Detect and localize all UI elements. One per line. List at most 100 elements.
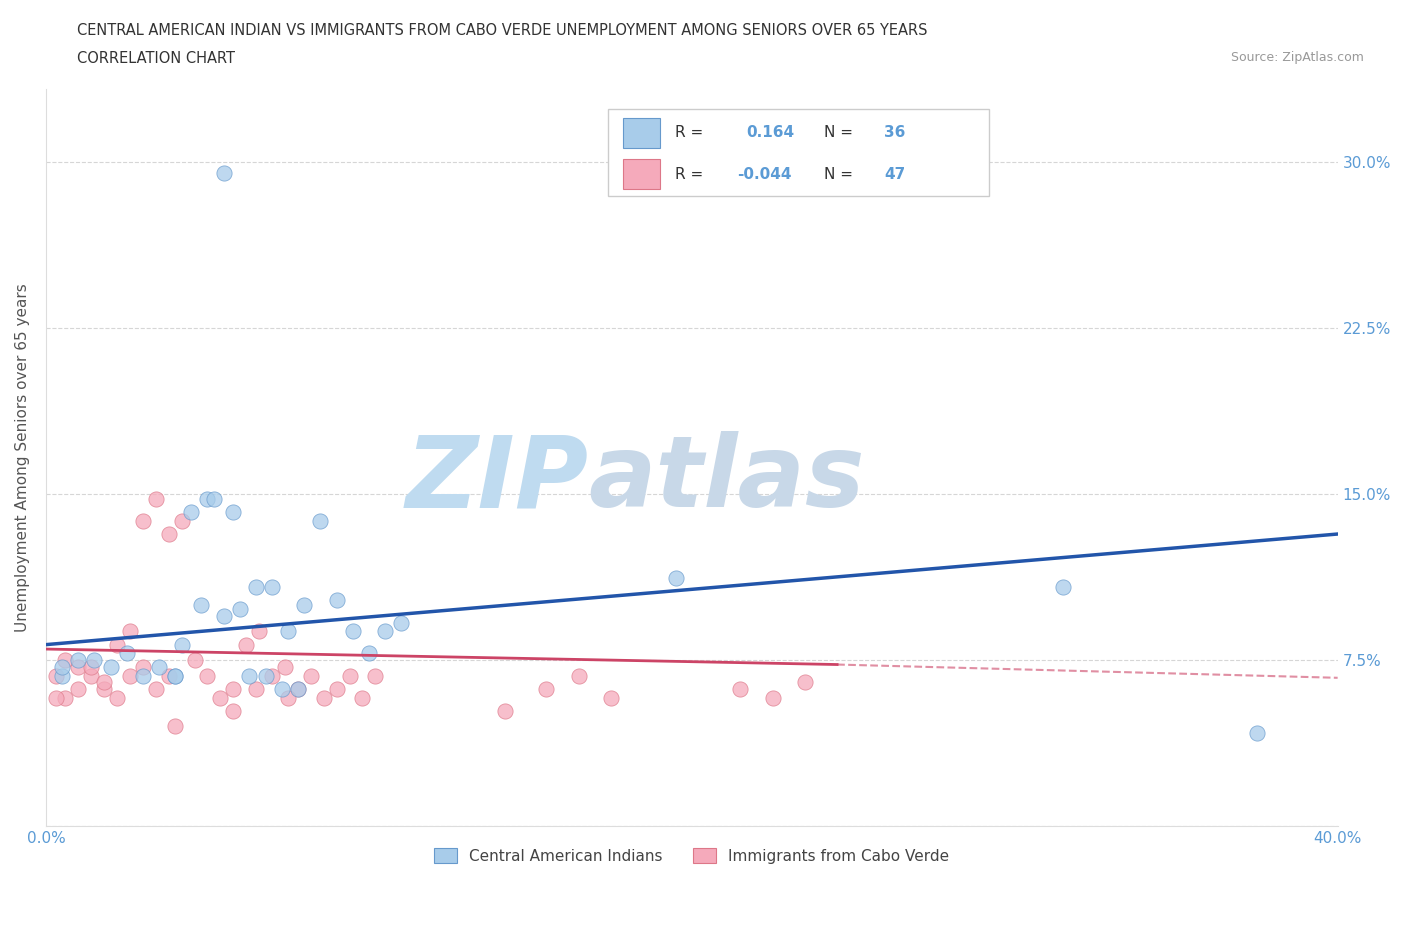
- Point: [45, 690, 67, 705]
- Text: N =: N =: [824, 166, 852, 181]
- Text: 47: 47: [884, 166, 905, 181]
- Point: [277, 624, 299, 639]
- Text: ZIP: ZIP: [405, 432, 589, 528]
- Point: [148, 659, 170, 674]
- Text: atlas: atlas: [589, 432, 865, 528]
- Point: [118, 668, 141, 683]
- Point: [222, 682, 245, 697]
- Point: [212, 166, 235, 181]
- Point: [299, 668, 322, 683]
- Point: [245, 682, 267, 697]
- Point: [93, 682, 115, 697]
- Point: [118, 624, 141, 639]
- Point: [254, 668, 277, 683]
- Point: [67, 659, 90, 674]
- Point: [202, 491, 225, 506]
- Point: [277, 690, 299, 705]
- Y-axis label: Unemployment Among Seniors over 65 years: Unemployment Among Seniors over 65 years: [15, 284, 30, 632]
- Point: [53, 690, 76, 705]
- Point: [270, 682, 292, 697]
- Point: [494, 704, 516, 719]
- Text: N =: N =: [824, 126, 852, 140]
- Point: [115, 646, 138, 661]
- Text: 0.164: 0.164: [747, 126, 794, 140]
- Point: [157, 668, 180, 683]
- Point: [132, 668, 155, 683]
- Point: [222, 704, 245, 719]
- Point: [274, 659, 297, 674]
- Point: [260, 668, 283, 683]
- Text: R =: R =: [675, 166, 703, 181]
- Point: [352, 690, 374, 705]
- Text: 36: 36: [884, 126, 905, 140]
- Legend: Central American Indians, Immigrants from Cabo Verde: Central American Indians, Immigrants fro…: [427, 842, 956, 870]
- Point: [374, 624, 396, 639]
- Text: -0.044: -0.044: [737, 166, 792, 181]
- Point: [157, 526, 180, 541]
- Point: [53, 653, 76, 668]
- Bar: [623, 159, 659, 189]
- Point: [228, 602, 250, 617]
- Point: [235, 637, 257, 652]
- Point: [287, 682, 309, 697]
- Point: [238, 668, 260, 683]
- Bar: [623, 118, 659, 148]
- Point: [325, 682, 347, 697]
- Point: [212, 608, 235, 623]
- Point: [170, 513, 193, 528]
- Point: [247, 624, 270, 639]
- Point: [312, 690, 335, 705]
- Point: [339, 668, 361, 683]
- Point: [389, 615, 412, 630]
- Point: [145, 491, 167, 506]
- Point: [183, 653, 205, 668]
- Point: [51, 659, 73, 674]
- Point: [105, 637, 128, 652]
- Point: [83, 653, 105, 668]
- Point: [145, 682, 167, 697]
- Point: [309, 513, 332, 528]
- Point: [1246, 725, 1268, 740]
- Point: [209, 690, 232, 705]
- Point: [105, 690, 128, 705]
- Point: [325, 593, 347, 608]
- Point: [342, 624, 364, 639]
- Point: [165, 668, 187, 683]
- Point: [51, 668, 73, 683]
- FancyBboxPatch shape: [607, 110, 988, 196]
- Text: R =: R =: [675, 126, 703, 140]
- Point: [568, 668, 591, 683]
- Point: [536, 682, 558, 697]
- Text: CENTRAL AMERICAN INDIAN VS IMMIGRANTS FROM CABO VERDE UNEMPLOYMENT AMONG SENIORS: CENTRAL AMERICAN INDIAN VS IMMIGRANTS FR…: [77, 23, 928, 38]
- Point: [67, 682, 90, 697]
- Point: [45, 668, 67, 683]
- Point: [292, 597, 315, 612]
- Point: [222, 504, 245, 519]
- Point: [245, 579, 267, 594]
- Point: [165, 668, 187, 683]
- Point: [100, 659, 122, 674]
- Text: CORRELATION CHART: CORRELATION CHART: [77, 51, 235, 66]
- Point: [1052, 579, 1074, 594]
- Point: [665, 571, 688, 586]
- Text: Source: ZipAtlas.com: Source: ZipAtlas.com: [1230, 51, 1364, 64]
- Point: [93, 675, 115, 690]
- Point: [728, 682, 751, 697]
- Point: [67, 653, 90, 668]
- Point: [80, 668, 103, 683]
- Point: [364, 668, 387, 683]
- Point: [197, 491, 219, 506]
- Point: [260, 579, 283, 594]
- Point: [287, 682, 309, 697]
- Point: [170, 637, 193, 652]
- Point: [80, 659, 103, 674]
- Point: [190, 597, 212, 612]
- Point: [165, 719, 187, 734]
- Point: [197, 668, 219, 683]
- Point: [180, 504, 202, 519]
- Point: [132, 659, 155, 674]
- Point: [761, 690, 783, 705]
- Point: [600, 690, 623, 705]
- Point: [793, 675, 815, 690]
- Point: [357, 646, 380, 661]
